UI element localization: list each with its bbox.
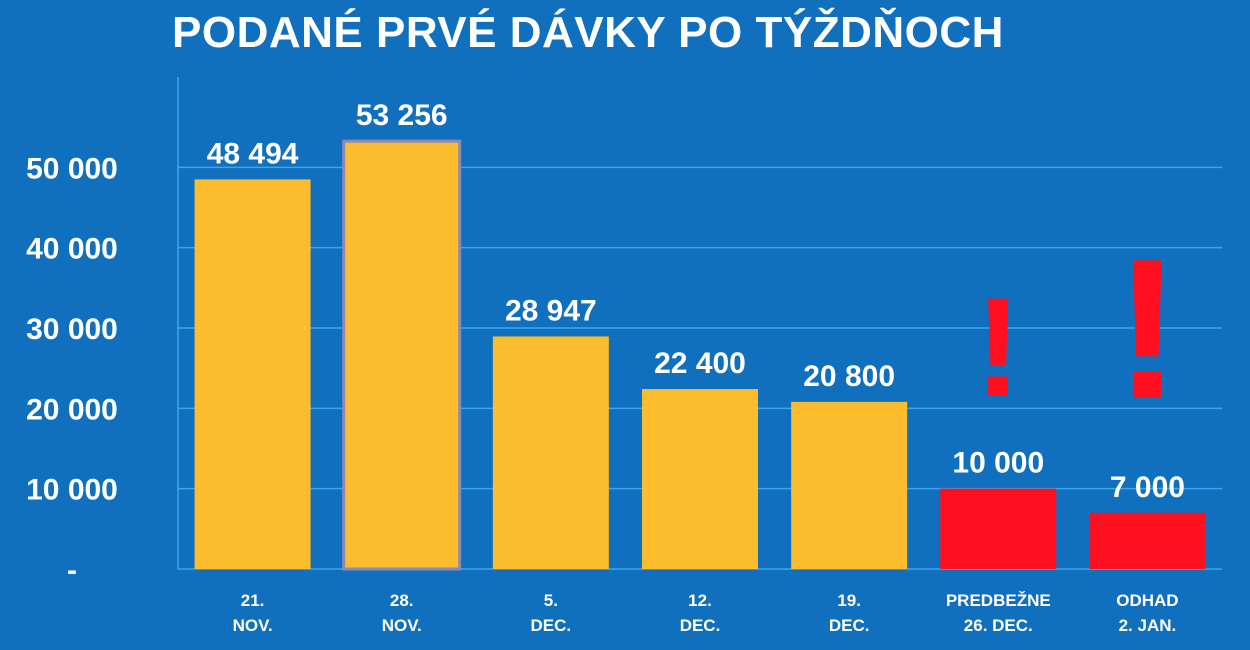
data-label: 28 947 [505,294,597,327]
y-tick-label: 40 000 [26,233,118,266]
x-tick-label: 19. [837,591,861,610]
data-label: 22 400 [654,347,746,380]
x-tick-label: 5. [544,591,558,610]
x-tick-label: ODHAD [1116,591,1178,610]
x-tick-label: NOV. [233,616,273,635]
y-tick-label: 50 000 [26,152,118,185]
bar [940,488,1057,569]
x-tick-label: DEC. [680,616,721,635]
x-tick-label: NOV. [382,616,422,635]
y-tick-label: 20 000 [26,393,118,426]
data-label: 20 800 [803,360,895,393]
y-tick-label: - [67,554,77,587]
y-tick-label: 30 000 [26,313,118,346]
y-tick-label: 10 000 [26,474,118,507]
bar [642,389,758,569]
data-label: 7 000 [1110,471,1185,504]
x-tick-label: PREDBEŽNE [946,591,1051,610]
bar [342,139,462,571]
x-tick-label: DEC. [531,616,572,635]
warning-icon: ! [975,268,1022,425]
bar [194,179,311,570]
bar [492,336,609,569]
warning-icon: ! [1114,218,1181,441]
bar [1089,512,1206,569]
x-tick-label: 2. JAN. [1119,616,1177,635]
data-label: 10 000 [952,447,1044,480]
data-label: 48 494 [207,137,299,170]
x-tick-label: DEC. [829,616,870,635]
x-tick-label: 26. DEC. [964,616,1033,635]
bar [791,401,908,569]
chart-title: PODANÉ PRVÉ DÁVKY PO TÝŽDŇOCH [172,8,1004,57]
x-tick-label: 21. [241,591,265,610]
x-tick-label: 28. [390,591,414,610]
x-tick-label: 12. [688,591,712,610]
data-label: 53 256 [356,99,448,132]
